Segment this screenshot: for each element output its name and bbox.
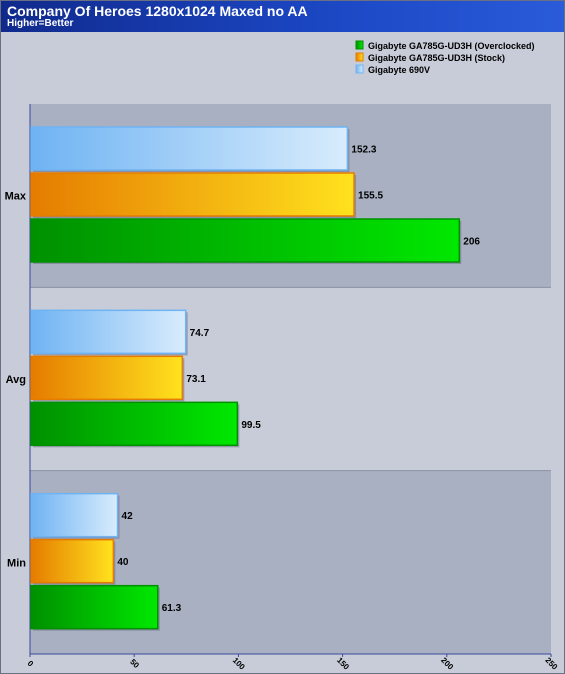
x-tick-label: 0: [26, 659, 36, 669]
data-label: 40: [117, 557, 129, 568]
bar-min-1: [30, 538, 115, 584]
category-label-min: Min: [7, 557, 26, 569]
bar-min-0: [30, 492, 119, 538]
data-label: 155.5: [358, 191, 383, 202]
bar-max-0: [30, 126, 349, 171]
x-tick-label: 250: [543, 656, 559, 672]
data-label: 99.5: [241, 420, 261, 431]
category-label-avg: Avg: [6, 374, 26, 386]
bar-avg-1: [30, 355, 184, 401]
legend-swatch: [355, 40, 364, 50]
legend-label: Gigabyte GA785G-UD3H (Stock): [368, 53, 505, 63]
legend-swatch: [355, 64, 364, 74]
data-label: 74.7: [190, 328, 210, 339]
bar-avg-2: [30, 401, 239, 447]
x-tick-label: 150: [335, 656, 351, 672]
data-label: 42: [122, 511, 134, 522]
data-label: 73.1: [186, 374, 206, 385]
legend-label: Gigabyte GA785G-UD3H (Overclocked): [368, 41, 535, 51]
x-tick-label: 50: [128, 657, 141, 670]
data-label: 206: [463, 237, 480, 248]
chart-header: Company Of Heroes 1280x1024 Maxed no AA …: [1, 1, 564, 32]
category-label-max: Max: [5, 191, 27, 203]
data-label: 61.3: [162, 603, 182, 614]
chart-title: Company Of Heroes 1280x1024 Maxed no AA: [7, 3, 308, 19]
legend-label: Gigabyte 690V: [368, 65, 430, 75]
x-tick-label: 100: [231, 656, 247, 672]
bar-max-1: [30, 172, 355, 217]
bar-min-2: [30, 584, 159, 630]
bar-avg-0: [30, 309, 187, 355]
data-label: 152.3: [351, 145, 376, 156]
legend-swatch: [355, 52, 364, 62]
bar-max-2: [30, 218, 461, 263]
chart-subtitle: Higher=Better: [7, 18, 74, 29]
x-tick-label: 200: [439, 656, 455, 672]
